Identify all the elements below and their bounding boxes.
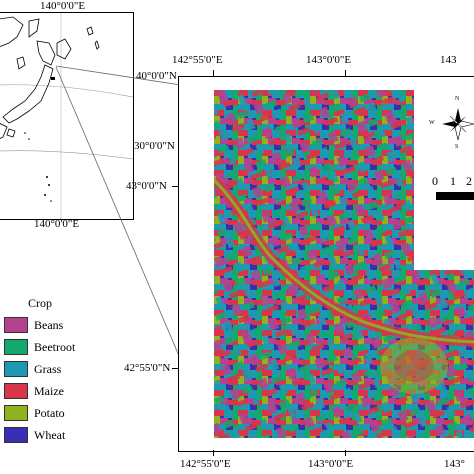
legend-label: Wheat — [34, 428, 66, 442]
legend-item-grass: Grass — [4, 360, 124, 378]
legend-swatch — [4, 361, 28, 377]
tick — [345, 70, 346, 76]
legend-label: Beetroot — [34, 340, 76, 354]
top-lon-label-1: 142°55'0"E — [172, 54, 223, 66]
crop-classification-map — [214, 90, 474, 438]
top-lon-label-2: 143°0'0"E — [306, 54, 352, 66]
legend-swatch — [4, 317, 28, 333]
legend-title: Crop — [28, 296, 52, 310]
legend: Beans Beetroot Grass Maize Potato Wheat — [0, 312, 130, 472]
lat-label-42-55: 42°55'0"N — [124, 362, 171, 374]
legend-item-maize: Maize — [4, 382, 124, 400]
legend-label: Maize — [34, 384, 64, 398]
bottom-lon-label-2: 143°0'0"E — [308, 458, 354, 470]
scale-bar — [436, 192, 474, 200]
legend-label: Grass — [34, 362, 62, 376]
tick — [172, 186, 178, 187]
legend-swatch — [4, 383, 28, 399]
compass-n-label: N — [455, 96, 460, 102]
tick — [172, 368, 178, 369]
scale-tick-2: 2 — [466, 174, 472, 188]
legend-label: Beans — [34, 318, 64, 332]
inset-lat-40-label: 40°0'0"N — [136, 70, 177, 82]
inset-lat-30-label: 30°0'0"N — [134, 140, 175, 152]
legend-item-beans: Beans — [4, 316, 124, 334]
legend-swatch — [4, 405, 28, 421]
legend-swatch — [4, 427, 28, 443]
legend-item-wheat: Wheat — [4, 426, 124, 444]
inset-map — [0, 12, 134, 220]
lat-label-43: 43°0'0"N — [126, 180, 167, 192]
inset-lon-bottom-label: 140°0'0"E — [34, 218, 80, 230]
compass-w-label: W — [429, 120, 435, 126]
scale-tick-1: 1 — [450, 174, 456, 188]
tick — [213, 70, 214, 76]
study-area-marker — [51, 77, 55, 80]
bottom-lon-label-3: 143° — [444, 458, 465, 470]
top-lon-label-3: 143 — [440, 54, 457, 66]
inset-lon-top-label: 140°0'0"E — [40, 0, 86, 12]
tick — [345, 450, 346, 456]
legend-item-beetroot: Beetroot — [4, 338, 124, 356]
compass-rose-icon — [442, 108, 474, 141]
japan-outline — [0, 13, 133, 219]
legend-item-potato: Potato — [4, 404, 124, 422]
legend-swatch — [4, 339, 28, 355]
bottom-lon-label-1: 142°55'0"E — [180, 458, 231, 470]
legend-label: Potato — [34, 406, 65, 420]
scale-tick-0: 0 — [432, 174, 438, 188]
tick — [213, 450, 214, 456]
compass-s-label: S — [455, 144, 459, 150]
